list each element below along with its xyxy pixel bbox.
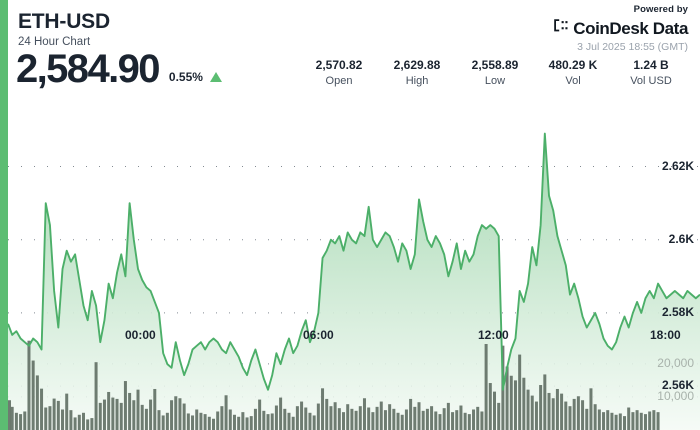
stat-label: Vol USD bbox=[630, 75, 672, 87]
stat-label: High bbox=[405, 75, 429, 87]
y-axis-label-price: 2.6K bbox=[668, 231, 694, 246]
timestamp: 3 Jul 2025 18:55 (GMT) bbox=[577, 41, 688, 53]
x-axis-label-time: 18:00 bbox=[650, 328, 681, 342]
stat-label: Low bbox=[484, 75, 506, 87]
x-axis-label-time: 06:00 bbox=[303, 328, 334, 342]
stat-label: Vol bbox=[565, 75, 581, 87]
current-price: 2,584.90 bbox=[16, 47, 161, 91]
y-axis-label-volume: 20,000 bbox=[657, 355, 694, 370]
stat-value: 2,629.88 bbox=[393, 58, 441, 72]
stat-value: 2,570.82 bbox=[315, 58, 363, 72]
stat-vol-usd: 1.24 B Vol USD bbox=[612, 58, 690, 89]
powered-by-label: Powered by bbox=[633, 4, 688, 15]
symbol-block: ETH-USD 24 Hour Chart bbox=[18, 10, 110, 50]
stat-label: Open bbox=[325, 75, 353, 87]
triangle-up-icon bbox=[209, 72, 222, 82]
y-axis-label-price: 2.58K bbox=[661, 304, 694, 319]
stat-value: 1.24 B bbox=[633, 58, 669, 72]
stat-value: 2,558.89 bbox=[471, 58, 519, 72]
stat-vol: 480.29 K Vol bbox=[534, 58, 612, 89]
stat-value: 480.29 K bbox=[548, 58, 598, 72]
chart-plot-area[interactable] bbox=[8, 108, 700, 430]
x-axis-label-time: 00:00 bbox=[125, 328, 156, 342]
change-percent: 0.55% bbox=[168, 70, 203, 84]
stats-row: 2,570.82 Open 2,629.88 High 2,558.89 Low… bbox=[300, 58, 690, 89]
brand-row[interactable]: CoinDesk Data bbox=[553, 18, 688, 38]
y-axis-label-volume: 10,000 bbox=[657, 388, 694, 403]
page-title: ETH-USD bbox=[18, 10, 110, 33]
price-volume-chart bbox=[8, 132, 700, 430]
stat-open: 2,570.82 Open bbox=[300, 58, 378, 89]
brand-name: CoinDesk Data bbox=[573, 18, 688, 38]
stat-low: 2,558.89 Low bbox=[456, 58, 534, 89]
y-axis-label-price: 2.62K bbox=[661, 158, 694, 173]
stat-high: 2,629.88 High bbox=[378, 58, 456, 89]
chart-subtitle: 24 Hour Chart bbox=[18, 36, 91, 48]
widget-header: ETH-USD 24 Hour Chart 2,584.90 0.55% Pow… bbox=[0, 0, 700, 108]
left-accent-bar bbox=[0, 0, 8, 430]
powered-by-block: Powered by CoinDesk Data 3 Jul 2025 18:5… bbox=[553, 4, 688, 54]
price-row: 2,584.90 0.55% bbox=[16, 48, 222, 90]
coindesk-bracket-icon bbox=[553, 18, 569, 38]
y-axis-label-price: 2.56K bbox=[661, 378, 694, 393]
change-indicator: 0.55% bbox=[169, 70, 222, 84]
x-axis-label-time: 12:00 bbox=[478, 328, 509, 342]
